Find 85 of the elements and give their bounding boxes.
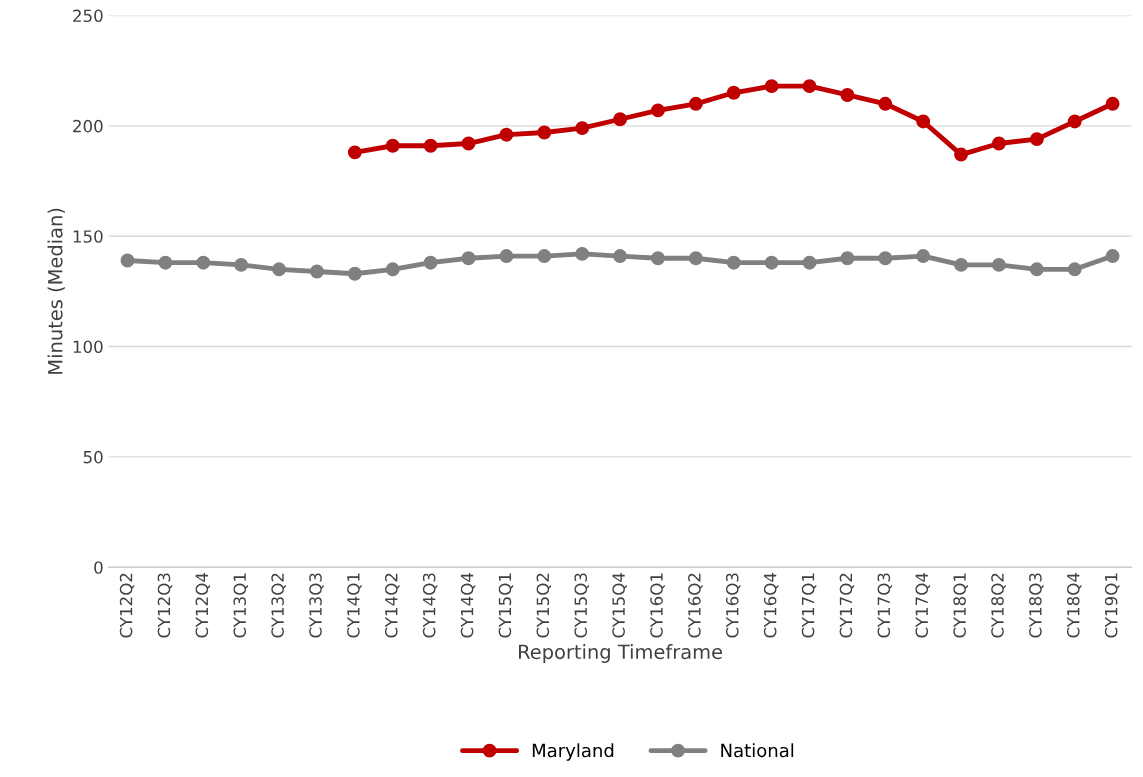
point xyxy=(499,127,514,142)
point xyxy=(461,136,476,151)
point xyxy=(1067,262,1082,277)
x-tick-label: CY12Q3 xyxy=(157,573,173,638)
point xyxy=(954,257,969,272)
point xyxy=(234,257,249,272)
x-tick-label: CY17Q3 xyxy=(877,573,893,638)
point xyxy=(613,249,628,264)
point xyxy=(1029,262,1044,277)
x-tick-label: CY17Q2 xyxy=(839,573,855,638)
point xyxy=(575,121,590,136)
point xyxy=(726,255,741,270)
point xyxy=(385,262,400,277)
point xyxy=(461,251,476,266)
x-tick-label: CY15Q3 xyxy=(574,573,589,638)
point xyxy=(802,79,817,94)
x-tick-label: CY16Q1 xyxy=(650,573,665,638)
point xyxy=(423,138,438,153)
point xyxy=(310,264,324,279)
point xyxy=(347,145,362,160)
point xyxy=(916,114,931,129)
point xyxy=(954,147,969,162)
x-tick-label: CY14Q2 xyxy=(384,573,400,638)
x-tick-label: CY16Q4 xyxy=(763,573,779,638)
x-tick-label: CY15Q2 xyxy=(536,573,552,638)
x-tick-label: CY19Q1 xyxy=(1104,573,1120,638)
point xyxy=(537,125,552,140)
y-tick-label: 100 xyxy=(73,340,103,354)
point xyxy=(613,112,628,127)
x-tick-label: CY17Q1 xyxy=(801,573,817,638)
legend-label: Maryland xyxy=(532,743,614,761)
x-tick-label: CY18Q3 xyxy=(1029,573,1044,638)
point xyxy=(726,85,741,100)
point xyxy=(575,246,590,261)
x-tick-label: CY14Q1 xyxy=(347,573,362,638)
point xyxy=(878,96,893,111)
point xyxy=(992,136,1006,151)
point xyxy=(1105,96,1120,111)
x-axis-title: Reporting Timeframe xyxy=(519,644,723,663)
x-tick-label: CY13Q2 xyxy=(271,573,286,638)
point xyxy=(158,255,173,270)
y-tick-label: 50 xyxy=(83,450,103,464)
x-tick-label: CY18Q4 xyxy=(1066,573,1082,638)
point xyxy=(802,255,817,270)
point xyxy=(1105,249,1120,264)
point xyxy=(764,255,779,270)
x-tick-label: CY15Q1 xyxy=(498,573,514,638)
point xyxy=(423,255,438,270)
point xyxy=(1029,132,1044,147)
point xyxy=(499,249,514,264)
x-tick-label: CY14Q3 xyxy=(422,573,438,638)
y-tick-label: 200 xyxy=(73,119,103,133)
point xyxy=(272,262,287,277)
point xyxy=(688,96,703,111)
y-tick-label: 150 xyxy=(73,230,103,243)
point xyxy=(651,103,665,118)
point xyxy=(688,251,703,266)
y-axis-title: Minutes (Median) xyxy=(47,208,65,374)
point xyxy=(385,138,400,153)
point xyxy=(120,253,135,268)
x-tick-label: CY13Q1 xyxy=(233,573,248,638)
x-tick-label: CY18Q2 xyxy=(991,573,1006,638)
point xyxy=(1067,114,1082,129)
x-tick-label: CY14Q4 xyxy=(460,573,476,638)
x-tick-label: CY18Q1 xyxy=(953,573,968,638)
x-tick-label: CY12Q2 xyxy=(119,573,135,638)
x-tick-label: CY12Q4 xyxy=(195,573,211,638)
x-tick-label: CY15Q4 xyxy=(612,573,627,638)
point xyxy=(916,249,931,264)
x-tick-label: CY17Q4 xyxy=(915,573,930,638)
point xyxy=(764,79,779,94)
point xyxy=(196,255,211,270)
legend-label: National xyxy=(721,743,794,758)
point xyxy=(992,257,1006,272)
point xyxy=(840,251,855,266)
point xyxy=(878,251,893,266)
point xyxy=(651,251,665,266)
x-tick-label: CY16Q2 xyxy=(688,573,703,638)
x-tick-label: CY16Q3 xyxy=(725,573,741,638)
point xyxy=(347,266,362,281)
y-tick-label: 0 xyxy=(94,561,103,574)
x-tick-label: CY13Q3 xyxy=(309,573,324,638)
point xyxy=(537,249,552,264)
y-tick-label: 250 xyxy=(73,9,103,23)
point xyxy=(840,88,855,102)
